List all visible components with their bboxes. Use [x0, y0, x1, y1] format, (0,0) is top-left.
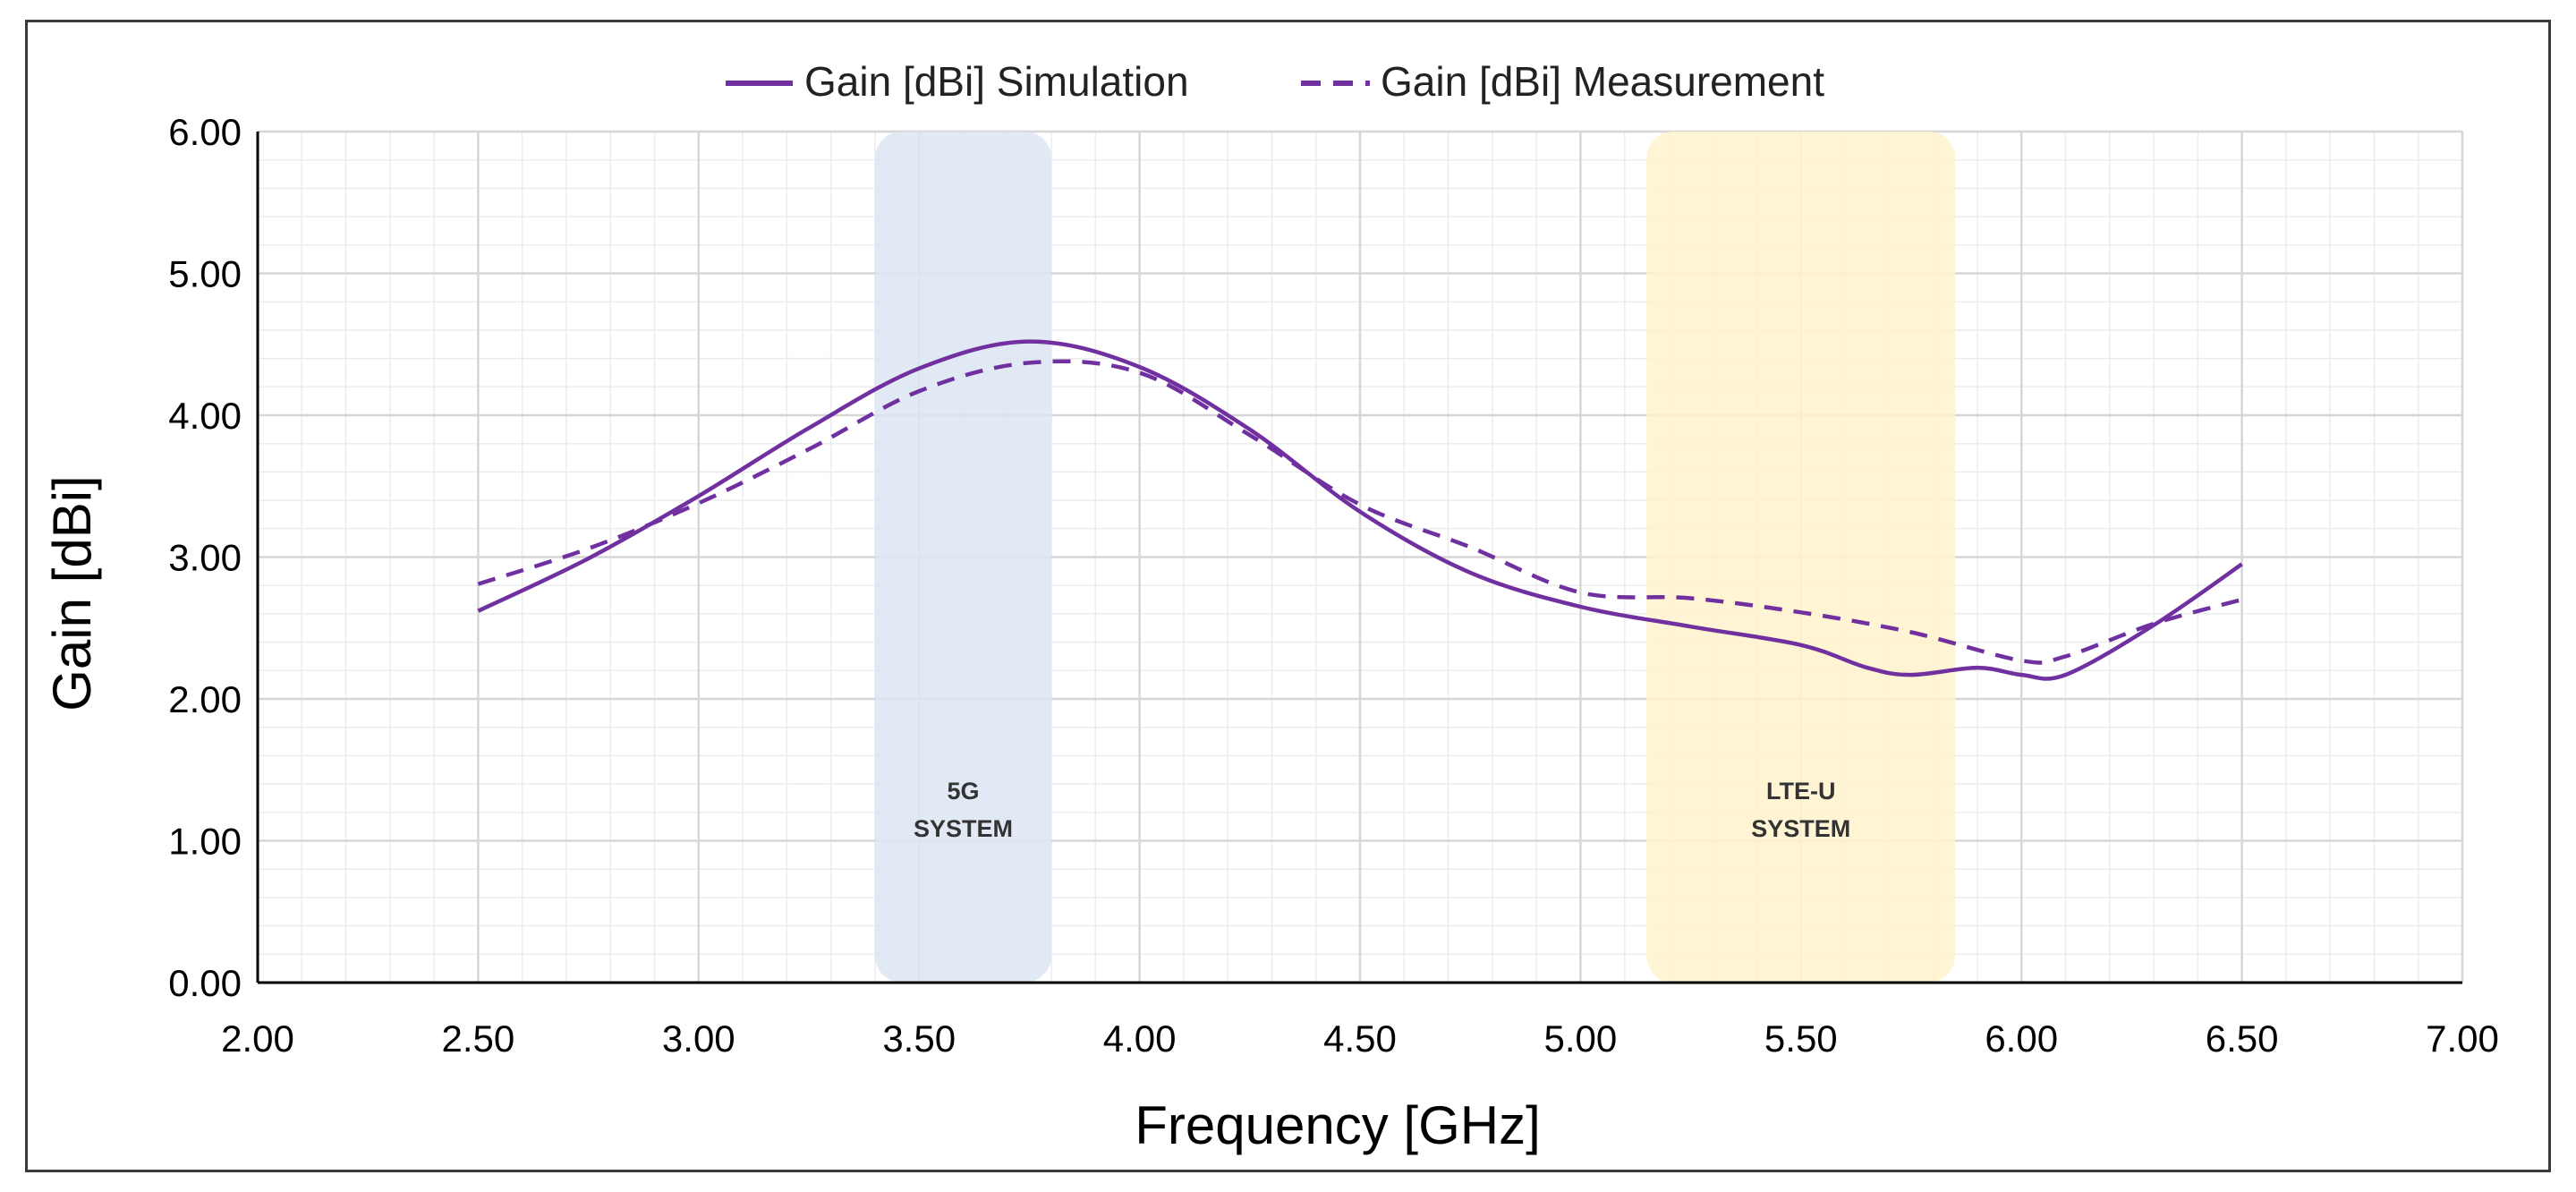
y-axis-title: Gain [dBi] — [42, 475, 102, 711]
band-1-label-line1: LTE-U — [1766, 778, 1835, 805]
x-tick-label: 5.50 — [1764, 1017, 1838, 1060]
x-tick-label: 3.00 — [662, 1017, 735, 1060]
legend: Gain [dBi] Simulation Gain [dBi] Measure… — [726, 58, 1824, 105]
x-tick-label: 2.00 — [221, 1017, 294, 1060]
y-tick-label: 3.00 — [168, 537, 242, 579]
y-tick-label: 6.00 — [168, 111, 242, 153]
x-tick-label: 6.00 — [1985, 1017, 2058, 1060]
x-tick-label: 7.00 — [2426, 1017, 2499, 1060]
series-lines — [477, 339, 2243, 681]
band-labels: 5G SYSTEM LTE-U SYSTEM — [914, 778, 1850, 842]
band-0-label-line1: 5G — [947, 778, 979, 805]
y-tick-label: 0.00 — [168, 962, 242, 1004]
y-tick-label: 4.00 — [168, 395, 242, 437]
x-tick-label: 4.00 — [1103, 1017, 1177, 1060]
series-simulation-line — [477, 339, 2243, 681]
series-measurement-line — [477, 359, 2243, 665]
x-axis-title: Frequency [GHz] — [1135, 1095, 1541, 1155]
y-tick-label: 1.00 — [168, 821, 242, 863]
legend-measurement-label: Gain [dBi] Measurement — [1381, 58, 1824, 105]
y-tick-label: 5.00 — [168, 253, 242, 295]
tick-labels: 2.00 2.50 3.00 3.50 4.00 4.50 5.00 5.50 6.00 6.50… — [168, 111, 2499, 1060]
band-1 — [1646, 132, 1956, 983]
gain-chart: 2.00 2.50 3.00 3.50 4.00 4.50 5.00 5.50 6.00 6.50… — [42, 58, 2499, 1155]
x-tick-label: 2.50 — [442, 1017, 515, 1060]
x-tick-label: 5.00 — [1544, 1017, 1618, 1060]
x-tick-label: 3.50 — [882, 1017, 956, 1060]
band-0-label-line2: SYSTEM — [914, 815, 1013, 842]
legend-simulation-label: Gain [dBi] Simulation — [804, 58, 1189, 105]
x-tick-label: 6.50 — [2206, 1017, 2279, 1060]
axes — [256, 132, 2462, 984]
x-tick-label: 4.50 — [1323, 1017, 1397, 1060]
band-1-label-line2: SYSTEM — [1751, 815, 1850, 842]
frequency-bands — [874, 132, 1956, 983]
y-tick-label: 2.00 — [168, 678, 242, 720]
chart-frame: 2.00 2.50 3.00 3.50 4.00 4.50 5.00 5.50 6.00 6.50… — [25, 20, 2551, 1172]
band-0 — [874, 132, 1052, 983]
